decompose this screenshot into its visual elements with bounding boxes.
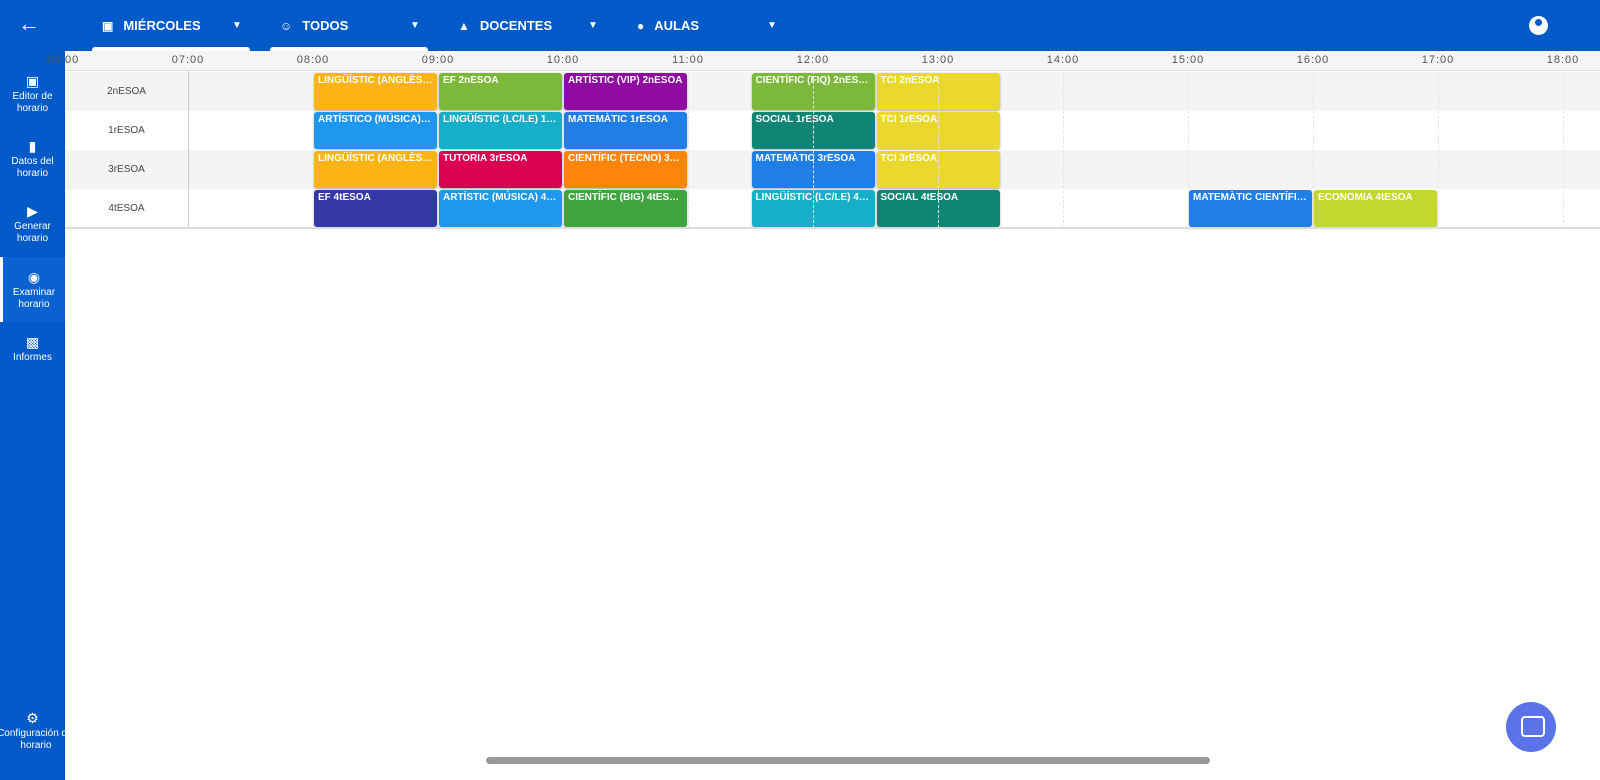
sidebar-item-datos[interactable]: ▮ Datos del horario (0, 138, 65, 180)
time-tick: 17:00 (1421, 54, 1455, 66)
account-circle-icon[interactable] (1529, 16, 1548, 35)
hour-gridline (1063, 71, 1064, 228)
hour-gridline (1313, 71, 1314, 228)
schedule-event[interactable]: LINGÜÍSTIC (ANGLÈS) 3rESOA (314, 151, 437, 188)
tab-indicator (270, 47, 428, 51)
sidebar-item-editor[interactable]: ▣ Editor de horario (0, 73, 65, 115)
time-tick: 07:00 (171, 54, 205, 66)
table-row: 3rESOA LINGÜÍSTIC (ANGLÈS) 3rESOATUTORIA … (65, 150, 1600, 189)
schedule-event[interactable]: EF 4tESOA (314, 190, 437, 227)
location-pin-icon: ● (637, 18, 645, 33)
teachers-label: DOCENTES (479, 18, 553, 33)
report-icon: ▩ (25, 334, 40, 350)
schedule-event[interactable]: TUTORIA 3rESOA (439, 151, 562, 188)
day-label: MIÉRCOLES (123, 18, 201, 33)
schedule-event[interactable]: LINGÜÍSTIC (ANGLÈS) 2nESOA (314, 73, 437, 110)
sidebar-item-label: Configuración del horario (0, 728, 65, 751)
sidebar-item-configuracion[interactable]: ⚙ Configuración del horario (0, 712, 65, 752)
time-tick: 16:00 (1296, 54, 1330, 66)
time-tick: 13:00 (921, 54, 955, 66)
sidebar-item-label: Editor de horario (12, 91, 53, 114)
hour-gridline (1438, 71, 1439, 228)
document-icon: ▮ (28, 138, 37, 154)
sidebar: ▣ Editor de horario ▮ Datos del horario ▶ G… (0, 51, 65, 780)
chat-bubble-icon[interactable] (1506, 702, 1556, 752)
chevron-down-icon: ▼ (767, 20, 777, 31)
calendar-icon: ▣ (25, 73, 40, 89)
hour-gridline (1563, 71, 1564, 228)
sidebar-item-informes[interactable]: ▩ Informes (0, 334, 65, 364)
sidebar-item-label: Generar horario (14, 221, 51, 244)
sidebar-item-examinar[interactable]: ◉ Examinar horario (0, 257, 65, 322)
chevron-down-icon: ▼ (410, 20, 420, 31)
label-divider (188, 71, 189, 228)
table-row: 1rESOA ARTÍSTICO (MÚSICA) 1rESOALINGÜÍSTI… (65, 111, 1600, 150)
hour-gridline (563, 71, 564, 228)
people-icon: ☺ (280, 18, 293, 33)
time-tick: 10:00 (546, 54, 580, 66)
schedule-event[interactable]: ECONOMIA 4tESOA (1314, 190, 1437, 227)
gear-icon: ⚙ (26, 712, 39, 726)
time-tick: 18:00 (1546, 54, 1580, 66)
time-tick: 11:00 (672, 54, 704, 66)
schedule-event[interactable]: EF 2nESOA (439, 73, 562, 110)
hour-gridline (938, 71, 939, 228)
hour-gridline (1188, 71, 1189, 228)
time-tick: 08:00 (296, 54, 330, 66)
group-label: TODOS (302, 18, 349, 33)
sidebar-item-label: Datos del horario (11, 156, 54, 179)
rooms-label: AULAS (654, 18, 700, 33)
sidebar-item-label: Informes (13, 352, 52, 363)
sidebar-item-generar[interactable]: ▶ Generar horario (0, 203, 65, 245)
time-tick: 06:00 (46, 54, 80, 66)
time-tick: 15:00 (1171, 54, 1205, 66)
group-selector[interactable]: ☺ TODOS ▼ (280, 0, 420, 51)
time-tick: 09:00 (421, 54, 455, 66)
tab-indicator (92, 47, 250, 51)
teachers-selector[interactable]: ▲ DOCENTES ▼ (458, 0, 598, 51)
schedule-event[interactable]: CIENTÍFIC (TECNO) 3rESOA (564, 151, 687, 188)
row-label: 4tESOA (108, 203, 145, 214)
schedule-event[interactable]: ARTÍSTICO (MÚSICA) 1rESOA (314, 112, 437, 149)
row-label: 2nESOA (107, 86, 146, 97)
schedule-event[interactable]: MATEMÀTIC 1rESOA (564, 112, 687, 149)
time-header: 06:00 07:00 08:00 09:00 10:00 11:00 12:00 13:00… (47, 51, 1600, 71)
chevron-down-icon: ▼ (588, 20, 598, 31)
sidebar-item-label: Examinar horario (12, 287, 56, 310)
arrow-left-icon[interactable]: ← (18, 11, 40, 36)
table-row: 2nESOA LINGÜÍSTIC (ANGLÈS) 2nESOAEF 2nESO… (65, 72, 1600, 111)
calendar-icon: ▣ (102, 18, 114, 33)
rooms-selector[interactable]: ● AULAS ▼ (637, 0, 777, 51)
time-tick: 12:00 (796, 54, 830, 66)
row-label: 1rESOA (108, 125, 145, 136)
school-icon: ▲ (458, 18, 470, 33)
top-bar: ← ▣ MIÉRCOLES ▼ ☺ TODOS ▼ ▲ DOCENTES ▼ ● AULAS ▼ (0, 0, 1600, 51)
divider (65, 227, 1600, 229)
schedule-event[interactable]: CIENTÍFIC (BIG) 4tESOA (564, 190, 687, 227)
schedule-event[interactable]: ARTÍSTIC (VIP) 2nESOA (564, 73, 687, 110)
day-selector[interactable]: ▣ MIÉRCOLES ▼ (102, 0, 242, 51)
play-icon: ▶ (27, 203, 38, 219)
hour-gridline (813, 71, 814, 228)
eye-icon: ◉ (27, 269, 41, 285)
time-tick: 14:00 (1046, 54, 1080, 66)
timeline-grid: 06:00 07:00 08:00 09:00 10:00 11:00 12:00 13:00… (47, 51, 1600, 229)
horizontal-scrollbar[interactable] (486, 757, 1210, 764)
chevron-down-icon: ▼ (232, 20, 242, 31)
schedule-event[interactable]: ARTÍSTIC (MÚSICA) 4tESOA (439, 190, 562, 227)
hour-gridline (688, 71, 689, 228)
hour-gridline (313, 71, 314, 228)
schedule-event[interactable]: LINGÜÍSTIC (LC/LE) 1rESOA (439, 112, 562, 149)
hour-gridline (438, 71, 439, 228)
row-label: 3rESOA (108, 164, 145, 175)
